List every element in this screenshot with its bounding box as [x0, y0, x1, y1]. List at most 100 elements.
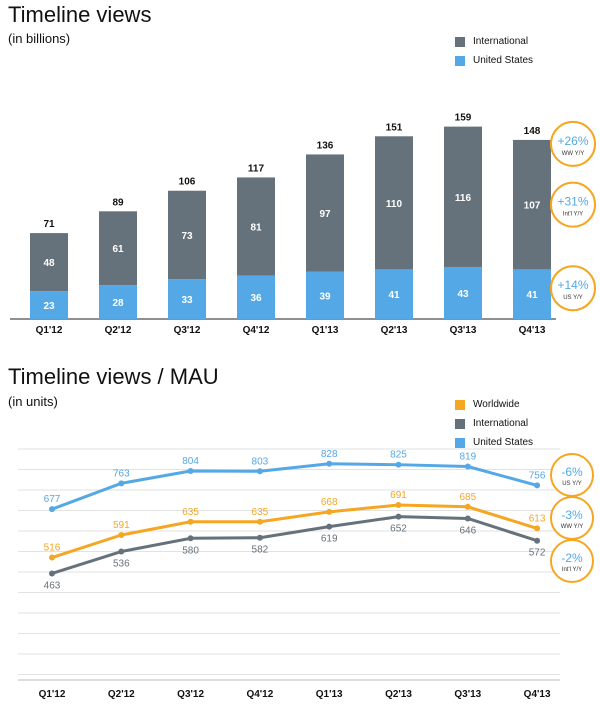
line-united-states [51, 462, 538, 511]
bar-intl-2 [168, 190, 206, 280]
chart2-title: Timeline views / MAU [8, 364, 219, 389]
chart1-legend-us: United States [455, 55, 533, 66]
chart2-xtick-4: Q1'13 [316, 689, 343, 700]
bar-label-intl-5: 110 [386, 199, 403, 210]
bar-label-us-7: 41 [526, 290, 538, 301]
legend-label-worldwide: Worldwide [473, 399, 520, 410]
chart2-xtick-7: Q4'13 [524, 689, 551, 700]
bar-total-label-0: 71 [43, 219, 55, 230]
chart2-legend-us: United States [455, 437, 533, 448]
data-label-worldwide-7: 613 [529, 513, 546, 524]
point-international-6 [464, 515, 471, 522]
bar-total-label-1: 89 [112, 197, 124, 208]
chart1-callout-circle-1 [550, 181, 596, 228]
chart1-callout-label-1: Int'l Y/Y [563, 212, 583, 218]
legend-swatch-us-2 [455, 437, 465, 448]
point-international-1 [118, 548, 125, 555]
chart2-callout-label-1: WW Y/Y [561, 524, 584, 530]
data-label-united-states-5: 825 [390, 450, 407, 461]
data-label-worldwide-2: 635 [182, 507, 199, 518]
bar-label-us-4: 39 [319, 291, 331, 302]
point-worldwide-3 [256, 518, 263, 525]
point-united-states-6 [464, 463, 471, 470]
bar-label-us-1: 28 [112, 298, 124, 309]
bar-total-label-7: 148 [524, 126, 541, 137]
chart1-callout-label-0: WW Y/Y [562, 151, 585, 157]
data-label-international-2: 580 [182, 545, 199, 556]
chart1-callout-value-2: +14% [557, 278, 588, 292]
bar-total-label-5: 151 [386, 122, 403, 133]
chart1-xtick-6: Q3'13 [450, 325, 477, 336]
data-label-worldwide-1: 591 [113, 520, 130, 531]
chart1-xtick-4: Q1'13 [312, 325, 339, 336]
bar-intl-5 [375, 136, 413, 270]
data-label-international-7: 572 [529, 548, 546, 559]
point-worldwide-6 [464, 503, 471, 510]
chart2-xtick-1: Q2'12 [108, 689, 135, 700]
data-label-international-6: 646 [459, 525, 476, 536]
point-international-5 [395, 513, 402, 520]
legend-label-international-2: International [473, 418, 529, 429]
chart2-callout-value-1: -3% [561, 508, 583, 522]
bar-label-us-0: 23 [43, 301, 55, 312]
chart1-xtick-5: Q2'13 [381, 325, 408, 336]
bar-intl-7 [513, 139, 551, 270]
point-international-2 [187, 535, 194, 542]
bar-label-intl-6: 116 [455, 193, 472, 204]
bar-label-intl-7: 107 [524, 201, 541, 212]
bar-us-5 [375, 269, 413, 319]
bar-total-label-3: 117 [248, 163, 265, 174]
bar-intl-4 [306, 154, 344, 272]
point-united-states-5 [395, 461, 402, 468]
chart2-callout-label-0: US Y/Y [562, 481, 582, 487]
bar-label-intl-4: 97 [319, 209, 331, 220]
chart1-callout-value-0: +26% [557, 134, 588, 148]
bar-us-7 [513, 269, 551, 319]
point-worldwide-1 [118, 532, 125, 539]
data-label-worldwide-5: 691 [390, 490, 407, 501]
data-label-united-states-2: 804 [182, 456, 199, 467]
bar-label-us-5: 41 [388, 290, 400, 301]
legend-label-international: International [473, 36, 529, 47]
legend-label-us-2: United States [473, 437, 534, 448]
point-worldwide-7 [534, 525, 541, 532]
point-united-states-7 [534, 482, 541, 489]
chart2-callout-label-2: Int'l Y/Y [562, 567, 582, 573]
bar-label-us-2: 33 [181, 295, 193, 306]
chart1-legend-international: International [455, 36, 528, 47]
legend-swatch-international-2 [455, 418, 465, 429]
chart1-title: Timeline views [8, 2, 152, 27]
chart1-xtick-0: Q1'12 [36, 325, 63, 336]
bar-label-intl-2: 73 [181, 231, 193, 242]
chart2-legend-worldwide: Worldwide [455, 399, 520, 410]
legend-label-us: United States [473, 55, 534, 66]
point-worldwide-0 [49, 554, 55, 561]
chart2-callout-value-2: -2% [561, 551, 583, 565]
chart1-xtick-7: Q4'13 [519, 325, 546, 336]
bar-label-intl-1: 61 [112, 244, 124, 255]
bar-label-us-3: 36 [250, 293, 262, 304]
line-international [51, 515, 538, 575]
point-worldwide-5 [395, 501, 402, 508]
data-label-united-states-3: 803 [252, 456, 269, 467]
legend-swatch-worldwide [455, 399, 465, 410]
chart1-callout-label-2: US Y/Y [563, 295, 583, 301]
chart1-callout-value-1: +31% [557, 195, 588, 209]
data-label-united-states-4: 828 [321, 449, 338, 460]
point-international-4 [326, 523, 333, 530]
data-label-international-4: 619 [321, 534, 338, 545]
bar-intl-1 [99, 211, 137, 286]
data-label-worldwide-6: 685 [459, 492, 476, 503]
line-worldwide [51, 503, 538, 559]
bar-label-intl-3: 81 [250, 222, 262, 233]
chart2-callout-circle-2 [550, 539, 594, 583]
legend-swatch-us [455, 55, 465, 66]
data-label-worldwide-4: 668 [321, 497, 338, 508]
point-united-states-0 [49, 506, 55, 513]
bar-us-2 [168, 279, 206, 319]
point-international-0 [49, 570, 55, 577]
chart2-xtick-2: Q3'12 [177, 689, 204, 700]
legend-swatch-international [455, 36, 465, 47]
chart2-xtick-3: Q4'12 [246, 689, 273, 700]
bar-intl-6 [444, 126, 482, 267]
